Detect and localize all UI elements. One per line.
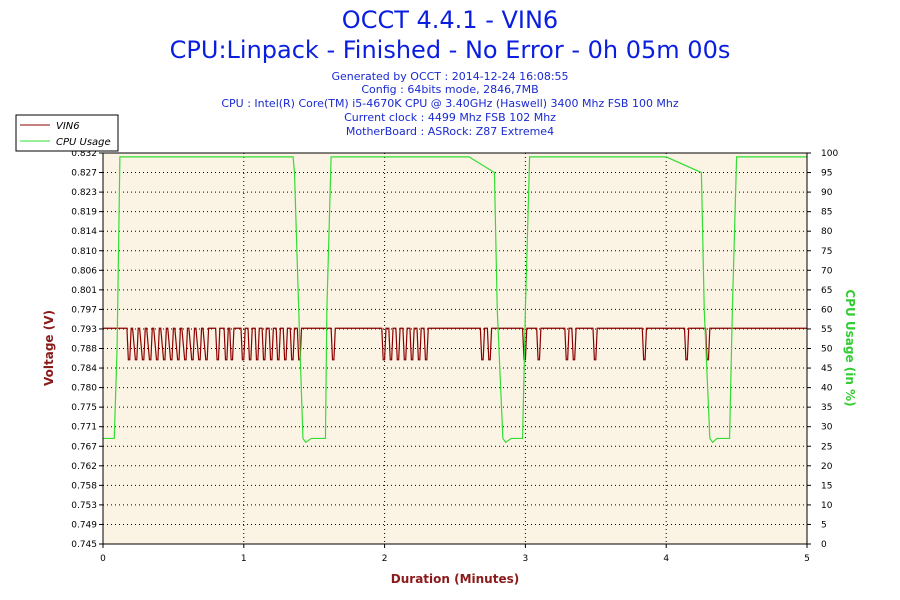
y2-tick-label: 25 <box>821 442 832 452</box>
y-tick-label: 0.788 <box>71 345 97 355</box>
y2-tick-label: 90 <box>821 188 833 198</box>
grid-lines <box>103 153 807 544</box>
y-tick-label: 0.801 <box>71 286 97 296</box>
y-tick-label: 0.745 <box>71 540 97 550</box>
y2-tick-label: 0 <box>821 540 827 550</box>
y-tick-label: 0.749 <box>71 520 97 530</box>
y-tick-label: 0.762 <box>71 462 97 472</box>
y-tick-label: 0.806 <box>71 266 97 276</box>
info-config: Config : 64bits mode, 2846,7MB <box>361 83 539 96</box>
y-tick-label: 0.758 <box>71 481 97 491</box>
y-tick-label: 0.797 <box>71 305 97 315</box>
y-tick-label: 0.771 <box>71 423 97 433</box>
y2-tick-label: 40 <box>821 384 833 394</box>
y2-tick-label: 30 <box>821 423 833 433</box>
x-tick-label: 3 <box>523 554 529 564</box>
x-axis-label: Duration (Minutes) <box>391 572 519 586</box>
y2-tick-label: 35 <box>821 403 832 413</box>
x-tick-label: 2 <box>382 554 388 564</box>
y2-tick-label: 75 <box>821 247 832 257</box>
y2-tick-label: 95 <box>821 169 832 179</box>
y-tick-label: 0.823 <box>71 188 97 198</box>
y2-tick-label: 80 <box>821 227 833 237</box>
y2-tick-label: 55 <box>821 325 832 335</box>
x-tick-label: 0 <box>100 554 106 564</box>
legend-label-vin6: VIN6 <box>56 121 80 132</box>
y-tick-label: 0.827 <box>71 169 97 179</box>
y2-tick-label: 45 <box>821 364 832 374</box>
y2-tick-label: 10 <box>821 501 833 511</box>
series-layer <box>103 156 807 444</box>
y2-tick-label: 60 <box>821 305 833 315</box>
y2-tick-label: 65 <box>821 286 832 296</box>
series-line-cpu-usage <box>103 156 807 444</box>
y-tick-label: 0.832 <box>71 149 97 159</box>
x-tick-label: 1 <box>241 554 247 564</box>
y-tick-label: 0.814 <box>71 227 97 237</box>
y2-tick-label: 20 <box>821 462 833 472</box>
info-clock: Current clock : 4499 Mhz FSB 102 Mhz <box>344 111 556 124</box>
y2-tick-label: 85 <box>821 208 832 218</box>
x-axis-ticks: 0 1 2 3 4 5 <box>100 544 810 564</box>
info-motherboard: MotherBoard : ASRock: Z87 Extreme4 <box>345 125 555 138</box>
legend-box <box>15 114 119 152</box>
series-line-vin6 <box>103 327 807 361</box>
y-tick-label: 0.780 <box>71 384 97 394</box>
legend: VIN6 CPU Usage <box>15 114 119 152</box>
y2-axis-ticks: 0 5 10 15 20 25 30 35 40 45 50 55 60 65 70 75 80 85 90 95 10… <box>807 149 838 550</box>
y2-tick-label: 5 <box>821 520 827 530</box>
y-axis-label: Voltage (V) <box>42 310 56 386</box>
y-tick-label: 0.819 <box>71 208 97 218</box>
y2-tick-label: 15 <box>821 481 832 491</box>
y-axis-ticks: 0.745 0.749 0.753 0.758 0.762 0.767 0.771 0.775… <box>71 149 103 550</box>
y2-axis-label: CPU Usage (in %) <box>843 289 857 406</box>
legend-label-cpu-usage: CPU Usage <box>56 137 111 148</box>
y-tick-label: 0.767 <box>71 442 97 452</box>
info-generated: Generated by OCCT : 2014-12-24 16:08:55 <box>331 70 569 83</box>
x-tick-label: 4 <box>663 554 669 564</box>
y2-tick-label: 100 <box>821 149 838 159</box>
y-tick-label: 0.753 <box>71 501 97 511</box>
info-cpu: CPU : Intel(R) Core(TM) i5-4670K CPU @ 3… <box>221 97 679 110</box>
chart-subtitle: CPU:Linpack - Finished - No Error - 0h 0… <box>169 36 731 64</box>
chart-title: OCCT 4.4.1 - VIN6 <box>341 6 559 34</box>
y2-tick-label: 50 <box>821 345 833 355</box>
y-tick-label: 0.793 <box>71 325 97 335</box>
x-tick-label: 5 <box>804 554 810 564</box>
y-tick-label: 0.784 <box>71 364 97 374</box>
y2-tick-label: 70 <box>821 266 833 276</box>
y-tick-label: 0.775 <box>71 403 97 413</box>
y-tick-label: 0.810 <box>71 247 97 257</box>
